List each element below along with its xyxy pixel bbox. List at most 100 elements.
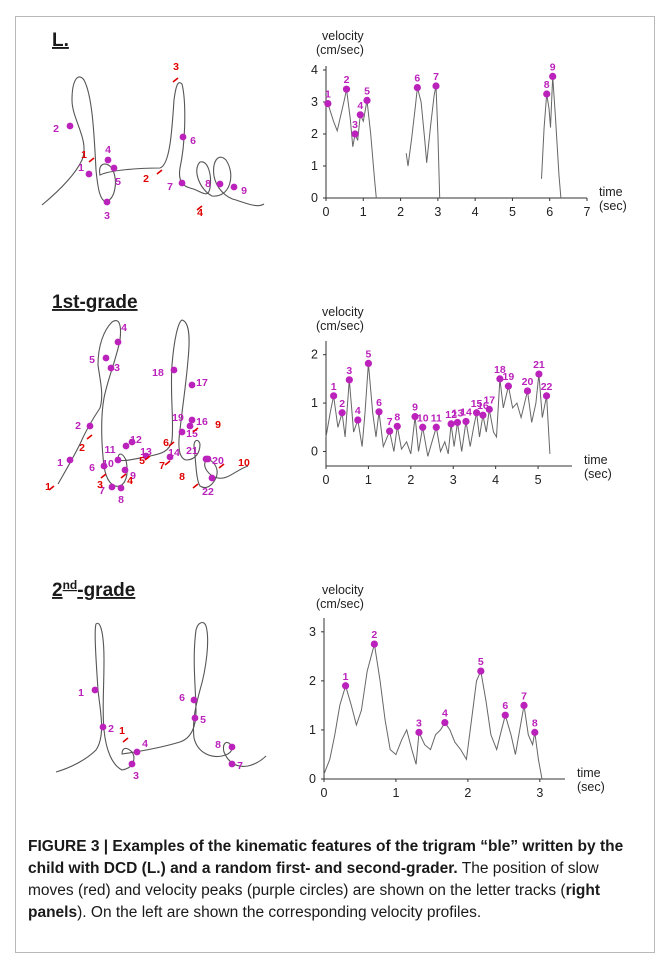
track-peak-label: 6	[89, 462, 95, 474]
track-peak-marker	[188, 381, 196, 389]
track-peak-label: 7	[167, 181, 173, 193]
track-peak-marker	[178, 428, 186, 436]
y-axis-label-line1: velocity	[322, 583, 364, 597]
x-tick-label: 2	[464, 786, 471, 800]
track-peak-marker	[230, 183, 238, 191]
velocity-peak-marker	[375, 408, 383, 416]
track-peak-label: 22	[202, 486, 214, 498]
slow-move-label: 1	[119, 725, 125, 737]
x-tick-label: 2	[397, 205, 404, 219]
track-peak-label: 5	[200, 714, 206, 726]
slow-move-marker	[86, 434, 93, 440]
slow-move-marker	[144, 455, 151, 461]
track-peak-marker	[166, 453, 174, 461]
velocity-peak-marker	[345, 376, 353, 384]
track-peak-label: 6	[179, 692, 185, 704]
velocity-peak-marker	[501, 711, 509, 719]
track-peak-label: 9	[130, 470, 136, 482]
velocity-peak-label: 16	[477, 400, 489, 412]
track-peak-label: 21	[186, 445, 198, 457]
x-tick-label: 3	[450, 473, 457, 487]
velocity-peak-marker	[462, 417, 470, 426]
slow-move-label: 1	[81, 149, 87, 161]
velocity-peak-marker	[479, 411, 487, 419]
panel-label-1st-grade: 1st-grade	[52, 292, 138, 313]
x-tick-label: 1	[360, 205, 367, 219]
track-peak-marker	[99, 723, 107, 731]
track-peak-marker	[117, 484, 125, 492]
y-tick-label: 3	[311, 95, 318, 109]
x-tick-label: 2	[407, 473, 414, 487]
y-axis-label-line2: (cm/sec)	[316, 43, 364, 57]
track-peak-marker	[191, 714, 199, 722]
x-tick-label: 0	[323, 205, 330, 219]
velocity-peak-label: 21	[533, 359, 545, 371]
track-peak-label: 4	[105, 144, 111, 156]
track-peak-marker	[121, 466, 129, 474]
track-peak-marker	[86, 422, 94, 430]
velocity-peak-label: 4	[442, 708, 448, 720]
velocity-peak-marker	[520, 701, 528, 710]
x-axis-label-line1: time	[577, 766, 601, 780]
track-peak-marker	[100, 462, 108, 470]
track-peak-label: 2	[53, 123, 59, 135]
x-tick-label: 1	[392, 786, 399, 800]
y-tick-label: 0	[311, 191, 318, 205]
velocity-peak-marker	[370, 640, 378, 648]
velocity-peak-label: 14	[460, 406, 472, 418]
velocity-peak-label: 6	[502, 700, 508, 712]
slow-move-marker	[88, 157, 95, 163]
track-peak-label: 4	[121, 322, 127, 334]
track-peak-marker	[178, 179, 186, 187]
y-axis-label-line2: (cm/sec)	[316, 319, 364, 333]
velocity-peak-marker	[413, 84, 421, 92]
track-peak-marker	[85, 170, 93, 178]
x-axis-label-line2: (sec)	[599, 199, 627, 213]
track-peak-marker	[208, 474, 216, 482]
track-peak-label: 18	[152, 367, 164, 379]
velocity-peak-label: 5	[365, 348, 371, 360]
track-peak-marker	[114, 456, 122, 464]
velocity-peak-label: 20	[522, 376, 534, 388]
slow-move-label: 4	[127, 475, 133, 487]
figure-caption: FIGURE 3 | Examples of the kinematic fea…	[28, 836, 642, 924]
velocity-peak-label: 12	[445, 409, 457, 421]
y-tick-label: 0	[309, 772, 316, 786]
velocity-peak-marker	[523, 387, 532, 395]
velocity-chart-2nd-grade: velocity(cm/sec) 0 1 2 3 0 1 2 3 time(sec) 1 2 3 4 5 6 7…	[309, 583, 605, 800]
velocity-peak-label: 2	[371, 629, 377, 641]
x-axis-label-line1: time	[599, 185, 623, 199]
velocity-peak-label: 18	[494, 364, 506, 376]
velocity-peak-label: 6	[414, 73, 420, 85]
slow-move-marker	[164, 460, 171, 466]
track-peak-marker	[66, 122, 74, 130]
velocity-peak-label: 5	[478, 656, 484, 668]
velocity-peak-marker	[496, 375, 504, 383]
slow-move-marker	[120, 473, 127, 479]
track-peak-label: 2	[75, 420, 81, 432]
velocity-peak-label: 8	[532, 717, 538, 729]
y-tick-label: 2	[309, 674, 316, 688]
x-tick-label: 5	[535, 473, 542, 487]
track-peak-label: 6	[190, 135, 196, 147]
slow-move-label: 3	[97, 479, 103, 491]
velocity-trace	[541, 76, 562, 199]
caption-bold-inline: right panels	[28, 882, 600, 921]
track-peak-marker	[190, 696, 198, 704]
track-peak-label: 8	[215, 739, 221, 751]
track-peak-marker	[133, 748, 141, 756]
slow-move-marker	[156, 169, 163, 175]
track-peak-marker	[202, 455, 210, 463]
velocity-peak-marker	[342, 85, 351, 93]
velocity-peak-label: 3	[346, 365, 352, 377]
track-peak-marker	[102, 354, 110, 362]
panel-label-2nd-grade: 2nd-grade	[52, 578, 135, 601]
x-tick-label: 3	[536, 786, 543, 800]
track-peak-label: 3	[133, 770, 139, 782]
slow-move-marker	[172, 77, 179, 83]
slow-move-marker	[192, 483, 199, 489]
y-tick-label: 4	[311, 63, 318, 77]
slow-move-label: 2	[79, 442, 85, 454]
velocity-peak-marker	[386, 427, 394, 435]
